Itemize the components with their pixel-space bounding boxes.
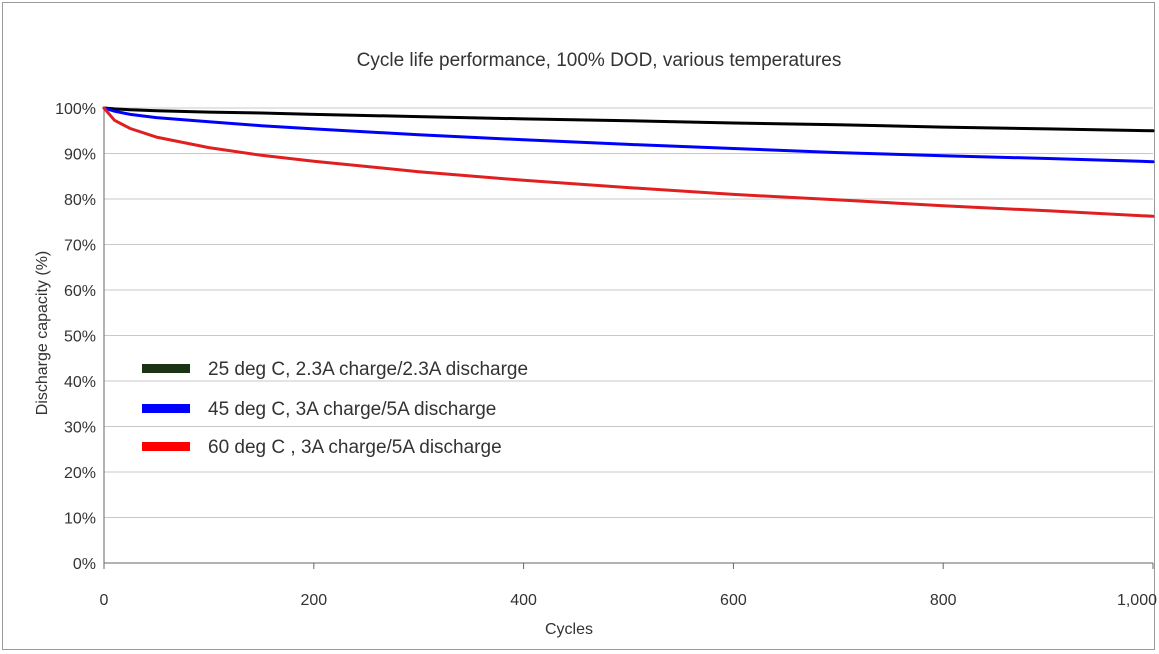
- y-tick-label: 20%: [64, 465, 96, 482]
- y-tick-labels: 0% 10% 20% 30% 40% 50% 60% 70% 80% 90% 100%: [55, 101, 96, 573]
- y-tick-label: 70%: [64, 238, 96, 255]
- y-axis-label: Discharge capacity (%): [34, 251, 51, 416]
- legend-label: 25 deg C, 2.3A charge/2.3A discharge: [208, 359, 528, 380]
- y-tick-label: 80%: [64, 192, 96, 209]
- legend-label: 45 deg C, 3A charge/5A discharge: [208, 399, 496, 420]
- y-tick-label: 40%: [64, 374, 96, 391]
- x-tick-label: 200: [300, 592, 327, 609]
- gridlines: [104, 107, 1153, 564]
- legend-swatch: [142, 404, 190, 413]
- x-axis-label: Cycles: [545, 621, 593, 638]
- legend-swatch: [142, 442, 190, 451]
- x-tick-labels: 0 200 400 600 800 1,000: [100, 592, 1158, 609]
- y-tick-label: 60%: [64, 283, 96, 300]
- x-tick-label: 600: [720, 592, 747, 609]
- y-tick-label: 30%: [64, 420, 96, 437]
- y-tick-label: 100%: [55, 101, 96, 118]
- legend-label: 60 deg C , 3A charge/5A discharge: [208, 437, 502, 458]
- series-line-1: [102, 106, 1155, 133]
- x-tick-label: 1,000: [1117, 592, 1157, 609]
- legend: 25 deg C, 2.3A charge/2.3A discharge 45 d…: [142, 359, 528, 458]
- series-lines: [102, 106, 1155, 218]
- chart-title: Cycle life performance, 100% DOD, variou…: [357, 50, 842, 71]
- series-line-2: [102, 106, 1155, 164]
- axes: [103, 108, 1154, 569]
- x-tick-label: 400: [510, 592, 537, 609]
- x-tick-label: 800: [930, 592, 957, 609]
- y-tick-label: 0%: [73, 556, 96, 573]
- legend-swatch: [142, 364, 190, 373]
- y-tick-label: 90%: [64, 147, 96, 164]
- series-line-3: [102, 106, 1155, 218]
- x-tick-label: 0: [100, 592, 109, 609]
- y-tick-label: 50%: [64, 329, 96, 346]
- y-tick-label: 10%: [64, 511, 96, 528]
